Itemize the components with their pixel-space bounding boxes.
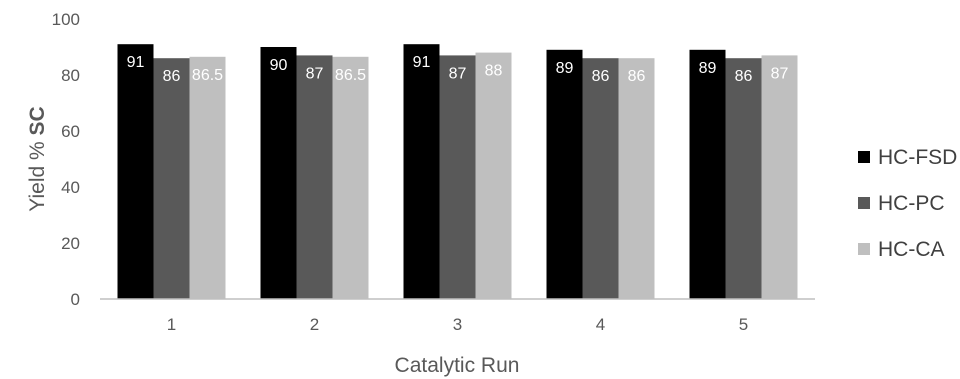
bars-group [117, 44, 798, 300]
y-tick-labels: 0 20 40 60 80 100 [52, 10, 80, 309]
x-tick-label: 2 [310, 315, 319, 334]
y-axis-title-prefix: Yield % [26, 141, 49, 211]
bar-hc-pc-run-3 [439, 55, 476, 300]
x-tick-label: 3 [453, 315, 462, 334]
y-tick-label: 40 [61, 178, 80, 197]
bar-hc-fsd-run-2 [260, 47, 297, 299]
bar-hc-fsd-run-4 [546, 49, 583, 299]
data-label-hc-ca-run-5: 87 [771, 65, 789, 82]
legend-swatch-hc-pc [858, 197, 870, 209]
y-tick-label: 60 [61, 122, 80, 141]
data-label-hc-ca-run-2: 86.5 [335, 67, 366, 84]
data-label-hc-ca-run-4: 86 [628, 68, 646, 85]
data-label-hc-ca-run-1: 86.5 [192, 67, 223, 84]
bar-hc-fsd-run-1 [117, 44, 154, 300]
data-label-hc-fsd-run-5: 89 [699, 60, 717, 77]
legend-swatch-hc-ca [858, 243, 870, 255]
bar-hc-ca-run-2 [332, 56, 369, 299]
legend: HC-FSD HC-PC HC-CA [858, 146, 957, 261]
y-tick-label: 100 [52, 10, 80, 29]
y-tick-label: 0 [71, 290, 80, 309]
bar-hc-pc-run-4 [582, 58, 619, 300]
y-tick-label: 80 [61, 66, 80, 85]
y-axis-title: Yield % SC [26, 106, 49, 211]
bar-hc-ca-run-1 [189, 56, 226, 299]
data-label-hc-fsd-run-1: 91 [127, 54, 145, 71]
data-label-hc-fsd-run-4: 89 [556, 60, 574, 77]
data-label-hc-pc-run-1: 86 [163, 68, 181, 85]
bar-hc-ca-run-3 [475, 52, 512, 299]
y-tick-label: 20 [61, 234, 80, 253]
legend-label-hc-ca: HC-CA [878, 238, 945, 261]
bar-hc-ca-run-5 [761, 55, 798, 300]
legend-swatch-hc-fsd [858, 151, 870, 163]
bar-hc-pc-run-1 [153, 58, 190, 300]
data-label-hc-fsd-run-2: 90 [270, 57, 288, 74]
data-label-hc-pc-run-5: 86 [735, 68, 753, 85]
bar-labels-group: 91 86 86.5 90 87 86.5 91 87 88 89 86 86 89 86 87 [127, 54, 789, 85]
x-tick-labels: 1 2 3 4 5 [167, 315, 748, 334]
x-tick-label: 4 [596, 315, 605, 334]
bar-hc-fsd-run-5 [689, 49, 726, 299]
x-tick-label: 5 [739, 315, 748, 334]
legend-label-hc-pc: HC-PC [878, 192, 945, 215]
y-axis-title-bold: SC [26, 106, 49, 135]
data-label-hc-pc-run-4: 86 [592, 68, 610, 85]
data-label-hc-pc-run-3: 87 [449, 65, 467, 82]
data-label-hc-fsd-run-3: 91 [413, 54, 431, 71]
bar-hc-fsd-run-3 [403, 44, 440, 300]
data-label-hc-pc-run-2: 87 [306, 65, 324, 82]
bar-hc-pc-run-2 [296, 55, 333, 300]
bar-hc-pc-run-5 [725, 58, 762, 300]
bar-hc-ca-run-4 [618, 58, 655, 300]
x-axis-title: Catalytic Run [395, 354, 520, 377]
data-label-hc-ca-run-3: 88 [485, 63, 503, 80]
legend-label-hc-fsd: HC-FSD [878, 146, 957, 169]
x-tick-label: 1 [167, 315, 176, 334]
